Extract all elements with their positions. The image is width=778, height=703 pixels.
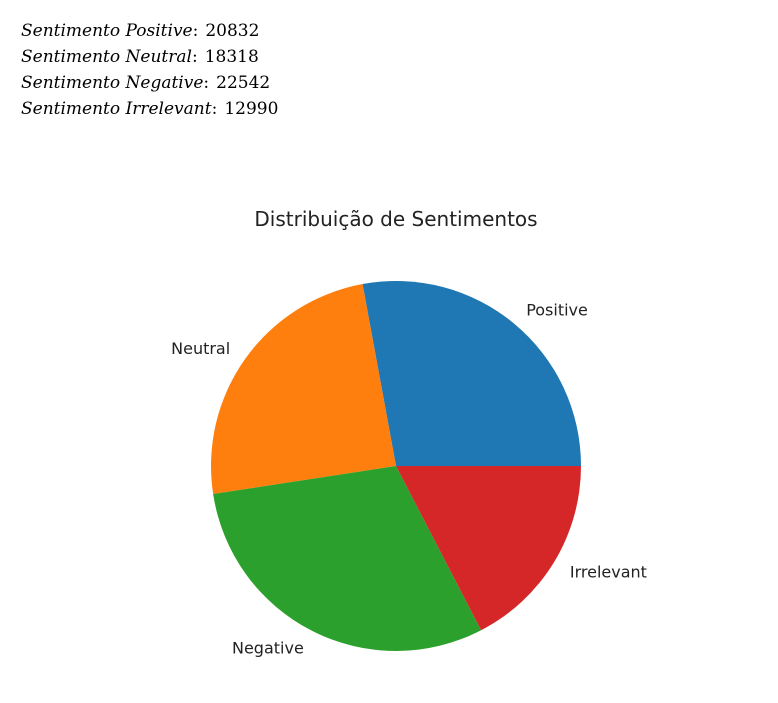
pie-labels: Positive Neutral Negative Irrelevant bbox=[171, 301, 647, 658]
sentiment-counts: Sentimento Positive: 20832 Sentimento Neu… bbox=[21, 18, 278, 122]
stat-value: 12990 bbox=[224, 99, 279, 119]
stat-value: 18318 bbox=[204, 47, 259, 67]
pie-label-negative: Negative bbox=[232, 638, 304, 657]
stat-negative: Sentimento Negative: 22542 bbox=[21, 73, 271, 93]
stat-label: Sentimento Irrelevant bbox=[21, 99, 212, 119]
chart-title: Distribuição de Sentimentos bbox=[254, 207, 537, 231]
stat-neutral: Sentimento Neutral: 18318 bbox=[21, 47, 259, 67]
pie-slice-negative bbox=[213, 466, 482, 651]
stat-value: 22542 bbox=[216, 73, 271, 93]
pie-label-irrelevant: Irrelevant bbox=[570, 563, 647, 582]
stat-label: Sentimento Positive bbox=[21, 21, 193, 41]
stat-label: Sentimento Negative bbox=[21, 73, 204, 93]
pie-slice-neutral bbox=[211, 284, 396, 495]
stat-value: 20832 bbox=[205, 21, 260, 41]
pie-label-positive: Positive bbox=[526, 301, 588, 320]
stat-positive: Sentimento Positive: 20832 bbox=[21, 21, 260, 41]
pie-slice-positive bbox=[362, 280, 581, 466]
pie-slice-irrelevant bbox=[396, 466, 581, 631]
pie-slices bbox=[211, 280, 581, 651]
stat-irrelevant: Sentimento Irrelevant: 12990 bbox=[21, 99, 279, 119]
pie-label-neutral: Neutral bbox=[171, 339, 230, 358]
stat-label: Sentimento Neutral bbox=[21, 47, 192, 67]
